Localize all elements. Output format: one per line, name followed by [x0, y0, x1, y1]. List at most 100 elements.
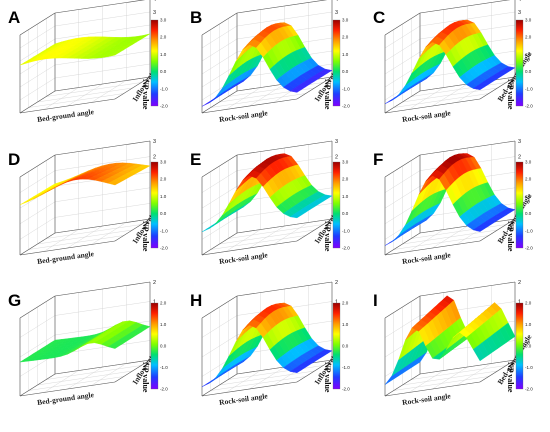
grid-line — [219, 229, 315, 245]
grid-line — [402, 229, 498, 245]
colorbar-tick-label: 0.0 — [160, 69, 167, 74]
grid-line — [456, 363, 492, 386]
surface-patch — [289, 368, 302, 374]
surface — [201, 302, 333, 387]
box-edge — [479, 359, 516, 383]
box-edge — [201, 240, 298, 256]
colorbar-tick-label: -1.0 — [525, 86, 533, 91]
colorbar-tick-label: 0.0 — [342, 344, 349, 349]
box-edge — [54, 359, 151, 375]
colorbar-tick-label: 1.0 — [525, 322, 532, 327]
colorbar-tick-label: 3.0 — [160, 160, 167, 165]
colorbar — [150, 19, 159, 107]
colorbar-tick-label: 1.0 — [525, 194, 532, 199]
grid-line — [402, 87, 498, 103]
colorbar-tick-label: 1.0 — [160, 194, 167, 199]
box-edge — [419, 359, 516, 375]
box-edge — [419, 281, 516, 297]
colorbar-tick-label: 2.0 — [525, 35, 532, 40]
x-axis-label: Rock-soil angle — [402, 250, 452, 266]
box-walls — [19, 140, 151, 256]
surface-patch — [472, 226, 485, 232]
box-edge — [114, 76, 151, 100]
colorbar-tick-label: 2.0 — [342, 35, 349, 40]
box-walls — [19, 281, 151, 397]
box-edge — [19, 373, 56, 397]
colorbar-tick-label: -1.0 — [160, 365, 168, 370]
colorbar — [515, 19, 524, 107]
colorbar-tick-label: 3.0 — [342, 18, 349, 23]
grid-line — [219, 370, 315, 386]
z-tick-label: 4 — [335, 0, 338, 3]
colorbar-tick-label: 0.0 — [342, 69, 349, 74]
z-axis-label: NP value — [506, 362, 515, 393]
z-axis-label: NP value — [141, 79, 150, 110]
surface-patch — [289, 87, 302, 93]
colorbar-tick-label: -1.0 — [525, 228, 533, 233]
panel-letter: I — [373, 291, 378, 310]
surface — [201, 153, 333, 233]
box-edge — [384, 295, 421, 319]
colorbar-tick-label: -2.0 — [525, 387, 533, 392]
z-axis-label: NP value — [323, 221, 332, 252]
x-axis-label: Rock-soil angle — [402, 108, 452, 124]
colorbar-tick-label: 3.0 — [342, 160, 349, 165]
grid-line — [91, 222, 127, 245]
colorbar-tick-label: -2.0 — [160, 387, 168, 392]
box-edge — [384, 373, 421, 397]
z-tick-label: 4 — [518, 0, 521, 3]
panel-letter: H — [190, 291, 202, 310]
box-edge — [201, 381, 298, 397]
colorbar-tick-label: 1.0 — [160, 52, 167, 57]
box-edge — [384, 98, 481, 114]
box-edge — [19, 381, 116, 397]
z-tick-label: 1 — [335, 300, 338, 306]
colorbar-tick-label: -2.0 — [525, 104, 533, 109]
box-edge — [384, 90, 421, 114]
panel-letter: G — [8, 291, 21, 310]
box-edge — [19, 232, 56, 256]
surface — [19, 33, 151, 66]
colorbar-tick-label: -2.0 — [342, 246, 350, 251]
colorbar-tick-label: 2.0 — [160, 177, 167, 182]
colorbar-tick-label: -2.0 — [160, 246, 168, 251]
box-edge — [19, 154, 56, 178]
grid-line — [46, 365, 142, 380]
box-edge — [54, 281, 151, 297]
box-edge — [201, 373, 238, 397]
box-edge — [384, 232, 421, 256]
colorbar — [150, 302, 159, 390]
colorbar-tick-label: -1.0 — [342, 228, 350, 233]
grid-line — [91, 363, 127, 386]
box-edge — [384, 240, 481, 256]
z-tick-label: 2 — [518, 280, 521, 286]
surface-patch — [289, 213, 302, 219]
z-axis-label: NP value — [141, 221, 150, 252]
colorbar-tick-label: -2.0 — [342, 387, 350, 392]
panel-letter: B — [190, 8, 202, 27]
surface — [384, 295, 516, 385]
colorbar-tick-label: 0.0 — [160, 211, 167, 216]
box-edge — [201, 295, 238, 319]
x-axis-label: Rock-soil angle — [219, 108, 269, 124]
colorbar — [515, 302, 524, 390]
box-edge — [201, 98, 298, 114]
box-edge — [479, 218, 516, 242]
box-edge — [419, 140, 516, 156]
z-axis-label: NP value — [506, 221, 515, 252]
grid-line — [91, 80, 127, 103]
colorbar-tick-label: 0.0 — [525, 344, 532, 349]
box-edge — [236, 281, 333, 297]
colorbar-tick-label: 1.0 — [525, 52, 532, 57]
surface-patch — [19, 60, 32, 66]
grid-line — [37, 87, 133, 103]
z-tick-label: 2 — [153, 155, 156, 161]
colorbar-tick-label: -1.0 — [160, 228, 168, 233]
z-tick-label: 1 — [153, 300, 156, 306]
box-edge — [19, 90, 56, 114]
panel-letter: A — [8, 8, 20, 27]
